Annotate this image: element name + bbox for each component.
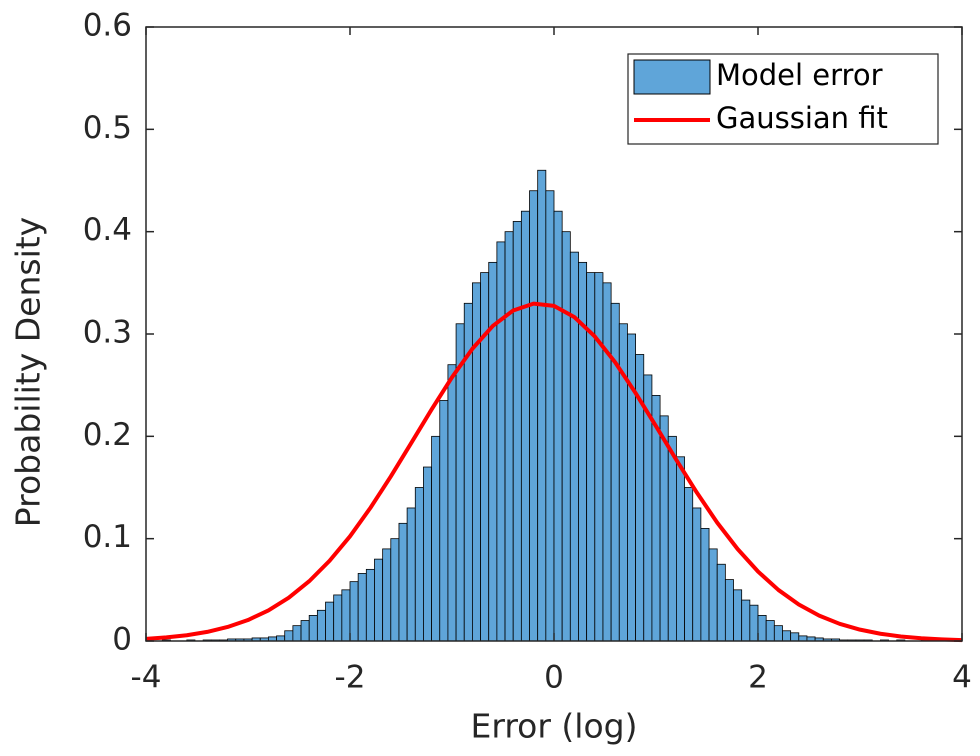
histogram-bar <box>512 221 522 642</box>
histogram-bar <box>733 589 743 642</box>
histogram-bar <box>692 507 702 642</box>
histogram-bar <box>423 466 433 642</box>
histogram-bar <box>684 487 694 642</box>
histogram-bar <box>659 415 669 642</box>
histogram-bar <box>537 169 547 642</box>
histogram-bar <box>276 635 286 642</box>
histogram-bar <box>439 400 449 642</box>
histogram-bar <box>594 272 604 642</box>
histogram-bar <box>316 609 326 642</box>
histogram-bar <box>447 364 457 642</box>
histogram-bar <box>741 599 751 642</box>
histogram-bar <box>749 604 759 642</box>
histogram-bar <box>349 581 359 642</box>
histogram-bar <box>569 251 579 642</box>
x-tick-label: -4 <box>131 660 162 696</box>
histogram-bar <box>676 456 685 642</box>
x-tick-label: -2 <box>335 660 366 696</box>
histogram-bar <box>488 261 498 642</box>
y-tick-label: 0.4 <box>83 212 132 248</box>
histogram-bar <box>782 630 792 642</box>
fit-line <box>145 301 963 643</box>
histogram-bar <box>414 487 424 642</box>
histogram-bar <box>390 538 400 642</box>
histogram-bar <box>602 282 612 642</box>
histogram-bar <box>341 589 351 642</box>
histogram-bar <box>667 435 677 642</box>
histogram-bar <box>716 563 726 642</box>
histogram-bar <box>357 573 367 642</box>
x-tick-label: 4 <box>952 660 972 696</box>
histogram-bar <box>480 272 490 642</box>
histogram-bar <box>610 302 620 642</box>
histogram-bar <box>545 190 555 642</box>
histogram-bar <box>406 507 416 642</box>
histogram-bar <box>431 435 441 642</box>
legend-swatch <box>633 59 711 95</box>
histogram-bar <box>504 231 514 642</box>
x-tick-label: 2 <box>748 660 768 696</box>
histogram-bar <box>398 522 408 642</box>
histogram-bar <box>529 190 539 642</box>
histogram-bar <box>790 632 800 642</box>
histogram-bar <box>708 548 718 642</box>
histogram-bar <box>300 620 310 642</box>
legend: Model error Gaussian fit <box>627 53 939 145</box>
legend-label: Gaussian fit <box>716 101 888 135</box>
histogram-bar <box>578 261 588 642</box>
legend-label: Model error <box>716 58 883 92</box>
histogram-bar <box>471 282 481 642</box>
y-tick-label: 0.5 <box>83 110 132 146</box>
histogram-bar <box>798 635 808 642</box>
y-tick-label: 0.2 <box>83 417 132 453</box>
histogram-bar <box>700 528 710 642</box>
y-tick-label: 0 <box>112 622 132 658</box>
histogram-bar <box>308 615 318 642</box>
y-tick-label: 0.1 <box>83 519 132 555</box>
y-tick-label: 0.3 <box>83 315 132 351</box>
y-axis-label: Probability Density <box>9 217 48 527</box>
histogram-bar <box>561 231 571 642</box>
histogram-bar <box>757 615 767 642</box>
histogram-bar <box>333 594 343 642</box>
histogram-bar <box>292 625 302 642</box>
histogram-bar <box>496 241 506 642</box>
histogram-bar <box>325 601 335 642</box>
y-tick-label: 0.6 <box>83 8 132 44</box>
histogram-bar <box>365 568 375 642</box>
histogram-bar <box>553 210 563 642</box>
histogram-bar <box>284 630 294 642</box>
x-axis-label: Error (log) <box>471 707 638 746</box>
histogram-bar <box>773 625 783 642</box>
histogram-bar <box>520 210 530 642</box>
histogram-bar <box>724 579 734 642</box>
histogram-bar <box>374 558 384 642</box>
x-tick-label: 0 <box>544 660 564 696</box>
histogram-bar <box>765 620 775 642</box>
histogram-bar <box>382 548 392 642</box>
